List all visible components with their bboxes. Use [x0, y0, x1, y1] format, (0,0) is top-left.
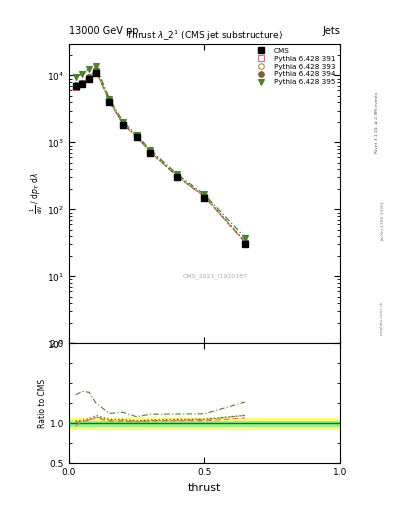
Pythia 6.428 395: [202, 191, 207, 198]
CMS: [94, 70, 98, 76]
Pythia 6.428 394: [202, 193, 207, 199]
Pythia 6.428 395: [148, 146, 152, 153]
Pythia 6.428 391: [73, 83, 78, 90]
CMS: [243, 241, 248, 247]
CMS: [121, 122, 125, 129]
Pythia 6.428 393: [87, 74, 92, 80]
Pythia 6.428 394: [148, 148, 152, 155]
Pythia 6.428 391: [94, 68, 98, 74]
Pythia 6.428 395: [87, 66, 92, 72]
X-axis label: thrust: thrust: [188, 483, 221, 493]
Pythia 6.428 394: [175, 173, 180, 179]
Pythia 6.428 393: [73, 82, 78, 89]
Line: Pythia 6.428 394: Pythia 6.428 394: [73, 67, 248, 244]
Pythia 6.428 393: [202, 193, 207, 199]
Pythia 6.428 394: [121, 121, 125, 127]
Pythia 6.428 393: [80, 80, 85, 86]
Text: 13000 GeV pp: 13000 GeV pp: [69, 26, 138, 36]
Line: CMS: CMS: [73, 70, 248, 247]
Pythia 6.428 393: [148, 149, 152, 155]
Title: Thrust $\lambda$_2$^1$ (CMS jet substructure): Thrust $\lambda$_2$^1$ (CMS jet substruc…: [126, 29, 283, 44]
Pythia 6.428 391: [134, 134, 139, 140]
Pythia 6.428 391: [243, 240, 248, 246]
Text: mcplots.cern.ch: mcplots.cern.ch: [380, 300, 384, 335]
Pythia 6.428 393: [243, 239, 248, 245]
Pythia 6.428 393: [107, 98, 112, 104]
Pythia 6.428 395: [121, 118, 125, 124]
Legend: CMS, Pythia 6.428 391, Pythia 6.428 393, Pythia 6.428 394, Pythia 6.428 395: CMS, Pythia 6.428 391, Pythia 6.428 393,…: [248, 45, 338, 88]
Text: CMS_2021_I1920187: CMS_2021_I1920187: [183, 273, 248, 279]
Pythia 6.428 391: [121, 121, 125, 127]
Pythia 6.428 394: [134, 133, 139, 139]
Pythia 6.428 394: [87, 74, 92, 80]
Pythia 6.428 393: [94, 68, 98, 74]
Pythia 6.428 394: [243, 239, 248, 245]
Line: Pythia 6.428 391: Pythia 6.428 391: [73, 68, 248, 245]
CMS: [134, 134, 139, 140]
Pythia 6.428 395: [175, 171, 180, 177]
CMS: [87, 75, 92, 81]
Pythia 6.428 395: [107, 96, 112, 102]
Pythia 6.428 394: [94, 67, 98, 73]
Pythia 6.428 395: [94, 63, 98, 69]
Text: [arXiv:1306.3436]: [arXiv:1306.3436]: [380, 201, 384, 240]
Pythia 6.428 395: [73, 74, 78, 80]
Pythia 6.428 393: [175, 173, 180, 179]
CMS: [175, 175, 180, 181]
Pythia 6.428 391: [80, 80, 85, 86]
Text: Rivet 3.1.10, ≥ 2.9M events: Rivet 3.1.10, ≥ 2.9M events: [375, 92, 379, 154]
Pythia 6.428 395: [134, 132, 139, 138]
Pythia 6.428 395: [80, 71, 85, 77]
Pythia 6.428 393: [134, 133, 139, 139]
Y-axis label: $\frac{1}{\mathrm{d}N}$ / $\mathrm{d}p_T$ $\mathrm{d}\lambda$: $\frac{1}{\mathrm{d}N}$ / $\mathrm{d}p_T…: [29, 173, 45, 215]
Pythia 6.428 394: [73, 82, 78, 88]
CMS: [202, 195, 207, 201]
CMS: [107, 99, 112, 105]
CMS: [80, 81, 85, 87]
Pythia 6.428 391: [202, 194, 207, 200]
Text: Jets: Jets: [322, 26, 340, 36]
Pythia 6.428 393: [121, 121, 125, 127]
Y-axis label: Ratio to CMS: Ratio to CMS: [38, 379, 47, 428]
Pythia 6.428 391: [107, 98, 112, 104]
Line: Pythia 6.428 395: Pythia 6.428 395: [73, 63, 248, 240]
Line: Pythia 6.428 393: Pythia 6.428 393: [73, 68, 248, 244]
CMS: [73, 83, 78, 89]
Pythia 6.428 394: [80, 80, 85, 86]
CMS: [148, 150, 152, 156]
Pythia 6.428 391: [87, 75, 92, 81]
Pythia 6.428 391: [148, 149, 152, 155]
Pythia 6.428 395: [243, 234, 248, 241]
Pythia 6.428 394: [107, 98, 112, 104]
Pythia 6.428 391: [175, 174, 180, 180]
